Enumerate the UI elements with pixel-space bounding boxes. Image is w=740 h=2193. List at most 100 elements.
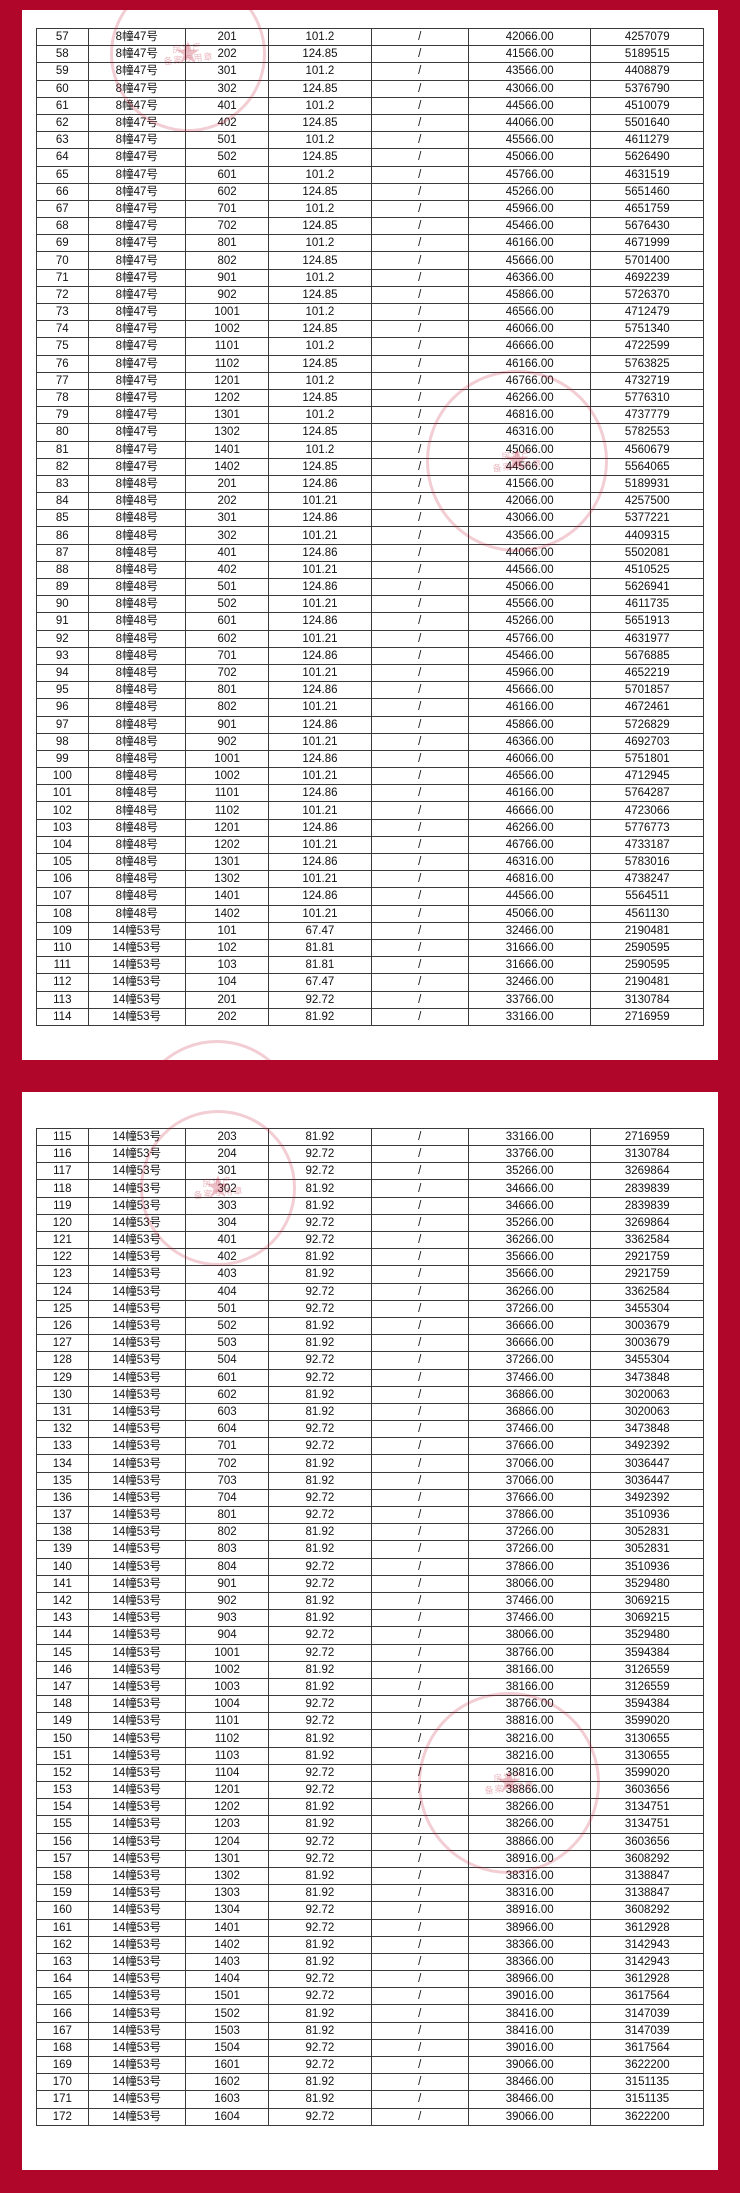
cell-remark: / [370,45,469,64]
cell-total-price: 3151135 [590,2073,704,2092]
cell-area: 92.72 [268,1918,372,1937]
table-row: 165 14幢53号 1501 92.72/39016.00 3617564 [36,1987,704,2006]
cell-index: 92 [36,629,89,648]
cell-index: 104 [36,835,89,855]
cell-unit-price: 37866.00 [467,1557,592,1576]
cell-building: 14幢53号 [87,2004,186,2023]
cell-building: 14幢53号 [87,1368,186,1387]
cell-building: 14幢53号 [87,1815,186,1834]
cell-room: 904 [184,1626,270,1645]
cell-index: 147 [36,1677,89,1697]
cell-area: 81.92 [268,1935,372,1954]
cell-unit-price: 38866.00 [467,1832,592,1851]
cell-building: 8幢47号 [87,251,186,270]
cell-area: 81.92 [268,1884,372,1903]
cell-area: 92.72 [268,1987,372,2006]
cell-area: 92.72 [268,1505,372,1525]
cell-room: 702 [184,1454,270,1473]
cell-area: 101.2 [268,27,372,47]
table-row: 98 8幢48号 902 101.21/46366.00 4692703 [36,732,704,751]
cell-total-price: 4692239 [590,268,704,287]
cell-area: 81.81 [268,938,372,958]
cell-room: 802 [184,1523,270,1542]
table-row: 66 8幢47号 602 124.85/45266.00 5651460 [36,182,704,201]
cell-index: 112 [36,973,89,992]
cell-room: 901 [184,715,270,734]
cell-unit-price: 37666.00 [467,1437,592,1456]
cell-index: 148 [36,1695,89,1714]
cell-total-price: 3608292 [590,1849,704,1868]
cell-index: 62 [36,113,89,133]
cell-index: 144 [36,1626,89,1645]
cell-total-price: 3492392 [590,1437,704,1456]
cell-unit-price: 46066.00 [467,320,592,339]
cell-remark: / [370,1265,469,1284]
table-row: 167 14幢53号 1503 81.92/38416.00 3147039 [36,2021,704,2040]
cell-building: 14幢53号 [87,1626,186,1645]
cell-remark: / [370,2004,469,2023]
cell-index: 153 [36,1780,89,1800]
cell-remark: / [370,1540,469,1559]
cell-index: 162 [36,1935,89,1954]
cell-room: 802 [184,698,270,717]
table-row: 69 8幢47号 801 101.2/46166.00 4671999 [36,234,704,253]
cell-index: 134 [36,1454,89,1473]
cell-room: 703 [184,1471,270,1490]
cell-area: 101.21 [268,801,372,820]
cell-total-price: 3036447 [590,1471,704,1490]
cell-remark: / [370,1316,469,1336]
cell-remark: / [370,1574,469,1593]
cell-unit-price: 46166.00 [467,354,592,373]
cell-building: 14幢53号 [87,2107,186,2126]
cell-total-price: 4611279 [590,131,704,150]
cell-unit-price: 37266.00 [467,1523,592,1542]
cell-unit-price: 46766.00 [467,835,592,855]
cell-remark: / [370,1213,469,1233]
cell-total-price: 5564065 [590,457,704,476]
cell-unit-price: 45766.00 [467,629,592,648]
cell-remark: / [370,234,469,253]
cell-remark: / [370,131,469,150]
cell-total-price: 3529480 [590,1626,704,1645]
cell-area: 101.2 [268,337,372,356]
table-row: 129 14幢53号 601 92.72/37466.00 3473848 [36,1368,704,1387]
cell-total-price: 3455304 [590,1351,704,1370]
cell-building: 14幢53号 [87,921,186,940]
cell-index: 111 [36,956,89,975]
cell-index: 167 [36,2021,89,2040]
cell-unit-price: 45666.00 [467,681,592,700]
document-page-1: ★ 房地产 备案专用章 ★ 房地产 备案专用章 ★ 房地产 备案专用章 578幢… [22,10,718,1060]
table-row: 153 14幢53号 1201 92.72/38866.00 3603656 [36,1780,704,1800]
cell-area: 81.92 [268,1454,372,1473]
cell-remark: / [370,182,469,201]
cell-room: 1201 [184,1780,270,1800]
cell-index: 85 [36,509,89,528]
cell-room: 701 [184,199,270,219]
cell-total-price: 3134751 [590,1798,704,1817]
cell-total-price: 3142943 [590,1952,704,1972]
cell-index: 95 [36,681,89,700]
cell-index: 168 [36,2038,89,2058]
table-row: 86 8幢48号 302 101.21/43566.00 4409315 [36,526,704,545]
cell-room: 602 [184,1385,270,1404]
cell-remark: / [370,423,469,442]
cell-remark: / [370,406,469,425]
cell-area: 124.86 [268,749,372,769]
cell-unit-price: 45466.00 [467,217,592,236]
cell-unit-price: 43066.00 [467,79,592,98]
cell-building: 8幢47号 [87,234,186,253]
cell-index: 154 [36,1798,89,1817]
cell-total-price: 4257500 [590,492,704,511]
cell-area: 81.92 [268,1248,372,1267]
cell-index: 164 [36,1970,89,1989]
cell-room: 1604 [184,2107,270,2126]
cell-total-price: 5676430 [590,217,704,236]
cell-room: 903 [184,1609,270,1628]
cell-building: 14幢53号 [87,1643,186,1662]
cell-unit-price: 46366.00 [467,732,592,751]
cell-index: 58 [36,45,89,64]
cell-index: 63 [36,131,89,150]
cell-unit-price: 42066.00 [467,492,592,511]
table-row: 91 8幢48号 601 124.86/45266.00 5651913 [36,612,704,631]
table-row: 76 8幢47号 1102 124.85/46166.00 5763825 [36,354,704,373]
